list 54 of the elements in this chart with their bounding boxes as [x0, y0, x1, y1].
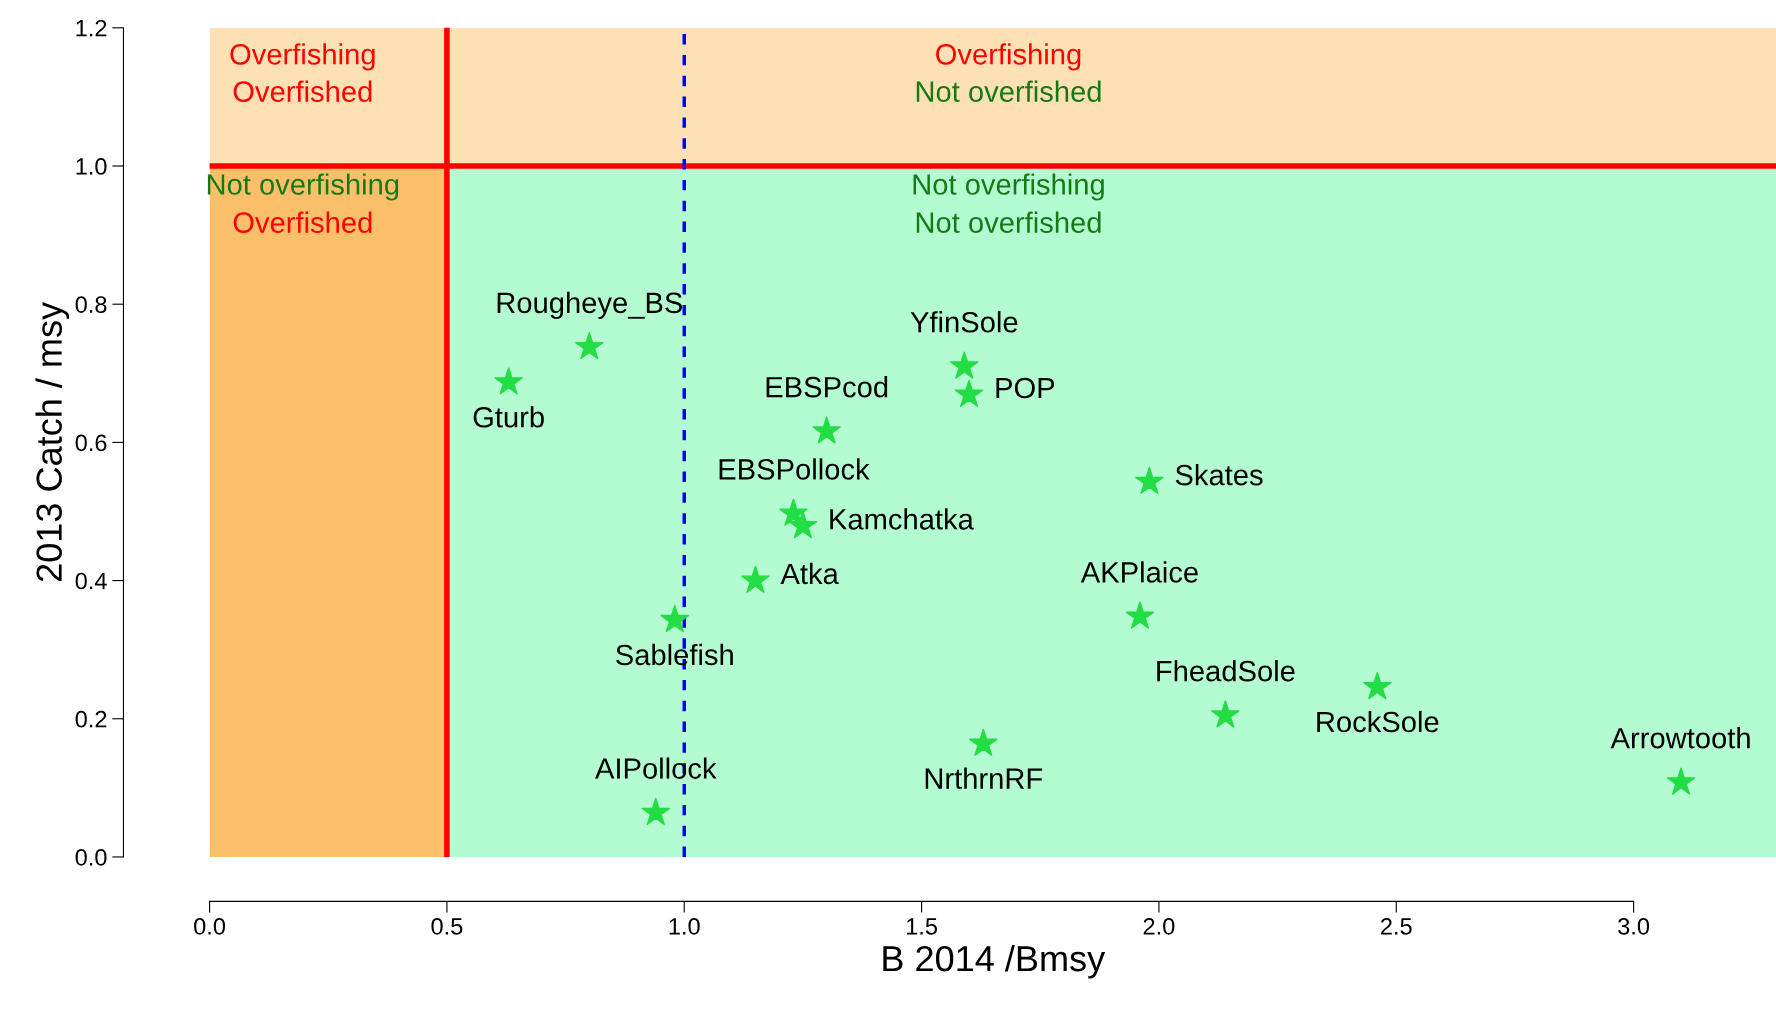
annotation: Overfishing [230, 43, 375, 71]
point [660, 605, 689, 633]
annotation: Skates [1175, 464, 1263, 486]
annotation: Not overfished [916, 80, 1101, 102]
point [1666, 767, 1696, 795]
annotation: Not overfishing [913, 173, 1104, 201]
point [641, 797, 670, 825]
annotation: AKPlaice [1080, 561, 1198, 583]
y-tick-label: 0.6 [75, 434, 107, 452]
point [1125, 601, 1155, 629]
point [954, 379, 984, 407]
annotation: RockSole [1317, 710, 1439, 733]
annotation: Sablefish [616, 643, 733, 666]
x-axis-title: B 2014 /Bmsy [883, 944, 1106, 979]
x-tick-label: 1.0 [669, 918, 700, 935]
y-tick-label: 0.0 [75, 849, 107, 866]
annotation: Not overfished [916, 211, 1101, 233]
x-tick-label: 1.5 [906, 918, 938, 935]
annotation: Arrowtooth [1610, 727, 1750, 749]
point [494, 367, 523, 395]
x-tick-label: 2.0 [1143, 918, 1175, 935]
point [779, 498, 808, 526]
annotation: NrthrnRF [925, 767, 1043, 789]
point [575, 332, 604, 360]
y-tick-label: 0.4 [75, 572, 107, 590]
point [812, 416, 841, 444]
annotation: Overfished [233, 211, 372, 233]
x-tick-label: 2.5 [1381, 918, 1412, 935]
y-tick-label: 1.0 [76, 158, 107, 175]
annotation: Atka [780, 562, 839, 585]
annotation: EBSPollock [719, 458, 870, 480]
annotation: Kamchatka [830, 508, 974, 530]
annotation: Overfishing [936, 43, 1081, 71]
annotation: POP [996, 377, 1055, 399]
point [1135, 466, 1164, 494]
annotation: FheadSole [1157, 660, 1295, 682]
y-axis-title: 2013 Catch / msy [35, 301, 70, 582]
x-tick-label: 0.5 [431, 918, 463, 935]
point [1211, 700, 1240, 728]
x-tick-label: 0.0 [194, 918, 226, 935]
y-tick-label: 1.2 [76, 19, 107, 37]
x-tick-label: 3.0 [1618, 918, 1650, 935]
annotation: EBSPcod [766, 376, 888, 398]
point [788, 511, 818, 539]
point [741, 565, 770, 593]
annotation: Gturb [473, 406, 544, 428]
annotation: YfinSole [910, 311, 1018, 333]
point [969, 728, 998, 756]
annotation: Rougheye_BS [497, 291, 683, 319]
point [1363, 672, 1392, 700]
y-tick-label: 0.2 [75, 710, 107, 728]
y-tick-label: 0.8 [75, 296, 107, 313]
annotation: Overfished [233, 80, 372, 102]
point [950, 351, 979, 379]
